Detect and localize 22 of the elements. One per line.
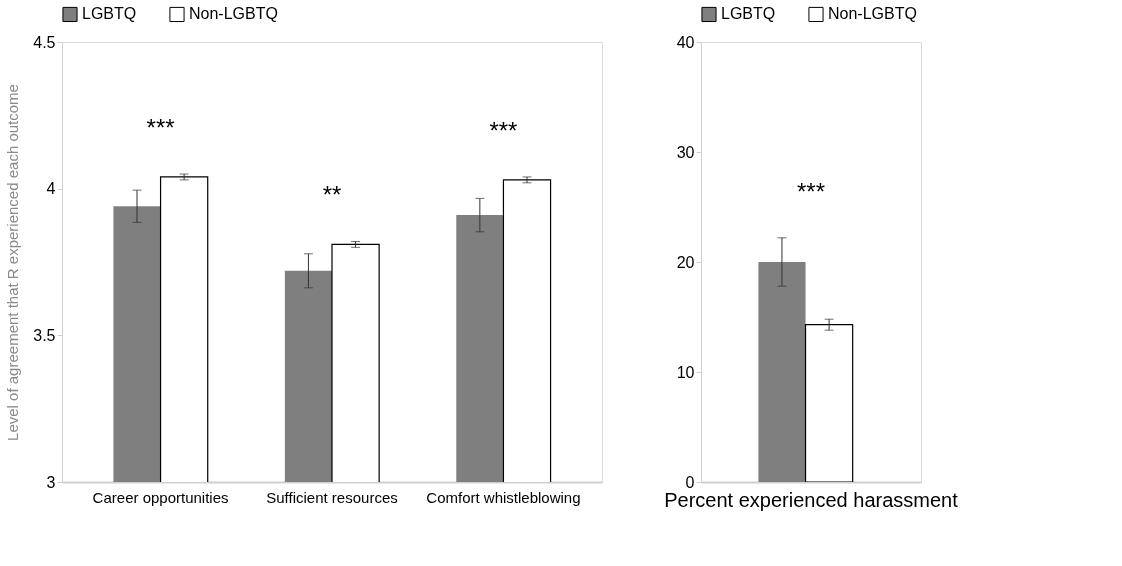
- y-tick-label: 40: [676, 33, 695, 51]
- y-tick-label: 4.5: [33, 33, 56, 51]
- x-tick-label: Comfort whistleblowing: [426, 488, 581, 506]
- annotation: ***: [146, 114, 175, 141]
- y-tick-label: 0: [685, 473, 695, 491]
- y-tick-label: 3: [46, 473, 56, 491]
- y-axis-title: Level of agreement that R experienced each outcome: [4, 84, 22, 441]
- annotation: **: [322, 181, 342, 209]
- y-tick-label: 3.5: [33, 326, 56, 344]
- legend-label: Non-LGBTQ: [828, 5, 917, 23]
- x-tick-label: Career opportunities: [92, 488, 229, 506]
- annotation: ***: [489, 116, 518, 144]
- legend-label: Non-LGBTQ: [189, 5, 278, 23]
- y-tick-label: 20: [676, 253, 695, 271]
- legend-label: LGBTQ: [721, 5, 776, 23]
- x-tick-label: Sufficient resources: [266, 488, 398, 506]
- y-tick-label: 30: [676, 143, 695, 161]
- annotation: ***: [796, 177, 826, 205]
- y-tick-label: 4: [46, 180, 56, 198]
- y-tick-label: 10: [676, 363, 695, 381]
- x-tick-label: Percent experienced harassment: [664, 488, 959, 511]
- legend-label: LGBTQ: [82, 5, 137, 23]
